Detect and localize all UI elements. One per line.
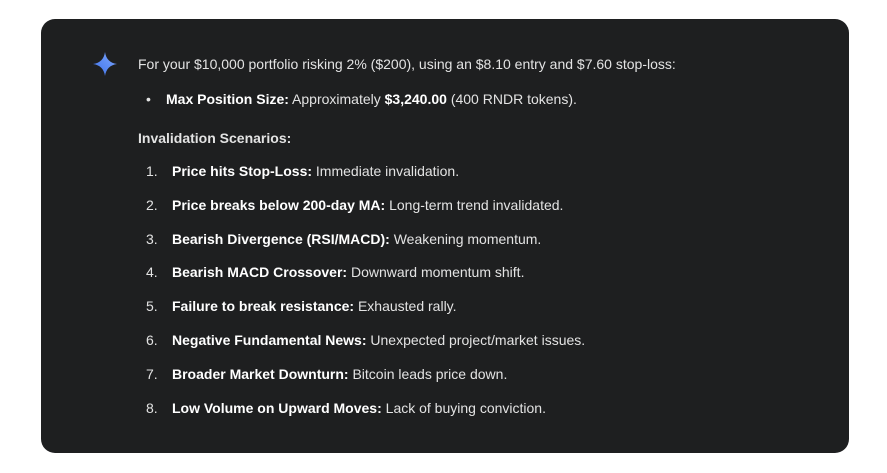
list-item: 3. Bearish Divergence (RSI/MACD): Weakeni… <box>146 231 585 265</box>
bullet-label: Max Position Size: <box>166 91 289 107</box>
item-label: Failure to break resistance: <box>172 298 355 315</box>
item-number: 7. <box>146 365 158 382</box>
list-item: 5. Failure to break resistance: Exhausted… <box>146 298 585 332</box>
list-item: 4. Bearish MACD Crossover: Downward momen… <box>146 264 585 298</box>
item-label: Bearish Divergence (RSI/MACD): <box>172 230 390 247</box>
item-label: Bearish MACD Crossover: <box>172 264 348 281</box>
bullet-dot: • <box>146 91 151 107</box>
item-label: Negative Fundamental News: <box>172 331 367 348</box>
section-heading: Invalidation Scenarios: <box>138 130 292 146</box>
item-number: 2. <box>146 196 158 213</box>
item-label: Price hits Stop-Loss: <box>172 163 313 179</box>
bullet-value: $3,240.00 <box>384 91 447 107</box>
item-label: Broader Market Downturn: <box>172 365 349 382</box>
item-text: Exhausted rally. <box>354 298 457 315</box>
list-item: 6. Negative Fundamental News: Unexpected … <box>146 332 585 366</box>
list-item: 1. Price hits Stop-Loss: Immediate invali… <box>146 163 585 197</box>
item-text: Weakening momentum. <box>389 230 542 247</box>
item-number: 8. <box>146 399 158 416</box>
response-card: For your $10,000 portfolio risking 2% ($… <box>41 19 849 453</box>
list-item: 8. Low Volume on Upward Moves: Lack of bu… <box>146 400 585 434</box>
item-label: Price breaks below 200-day MA: <box>172 196 386 213</box>
item-number: 6. <box>146 331 158 348</box>
item-number: 1. <box>146 163 158 179</box>
item-number: 3. <box>146 230 158 247</box>
position-size-bullet: • Max Position Size: Approximately $3,240… <box>146 91 577 107</box>
item-label: Low Volume on Upward Moves: <box>172 399 382 416</box>
list-item: 2. Price breaks below 200-day MA: Long-te… <box>146 197 585 231</box>
list-item: 7. Broader Market Downturn: Bitcoin leads… <box>146 366 585 400</box>
item-text: Lack of buying conviction. <box>381 399 546 416</box>
item-number: 4. <box>146 264 158 281</box>
item-number: 5. <box>146 298 158 315</box>
item-text: Downward momentum shift. <box>347 264 525 281</box>
bullet-text: Approximately <box>288 91 385 107</box>
item-text: Long-term trend invalidated. <box>385 196 564 213</box>
item-text: Bitcoin leads price down. <box>348 365 508 382</box>
gemini-sparkle-icon <box>93 52 117 76</box>
item-text: Immediate invalidation. <box>312 163 460 179</box>
item-text: Unexpected project/market issues. <box>366 331 586 348</box>
scenario-list: 1. Price hits Stop-Loss: Immediate invali… <box>146 163 585 433</box>
bullet-text: (400 RNDR tokens). <box>446 91 577 107</box>
intro-text: For your $10,000 portfolio risking 2% ($… <box>138 56 676 72</box>
